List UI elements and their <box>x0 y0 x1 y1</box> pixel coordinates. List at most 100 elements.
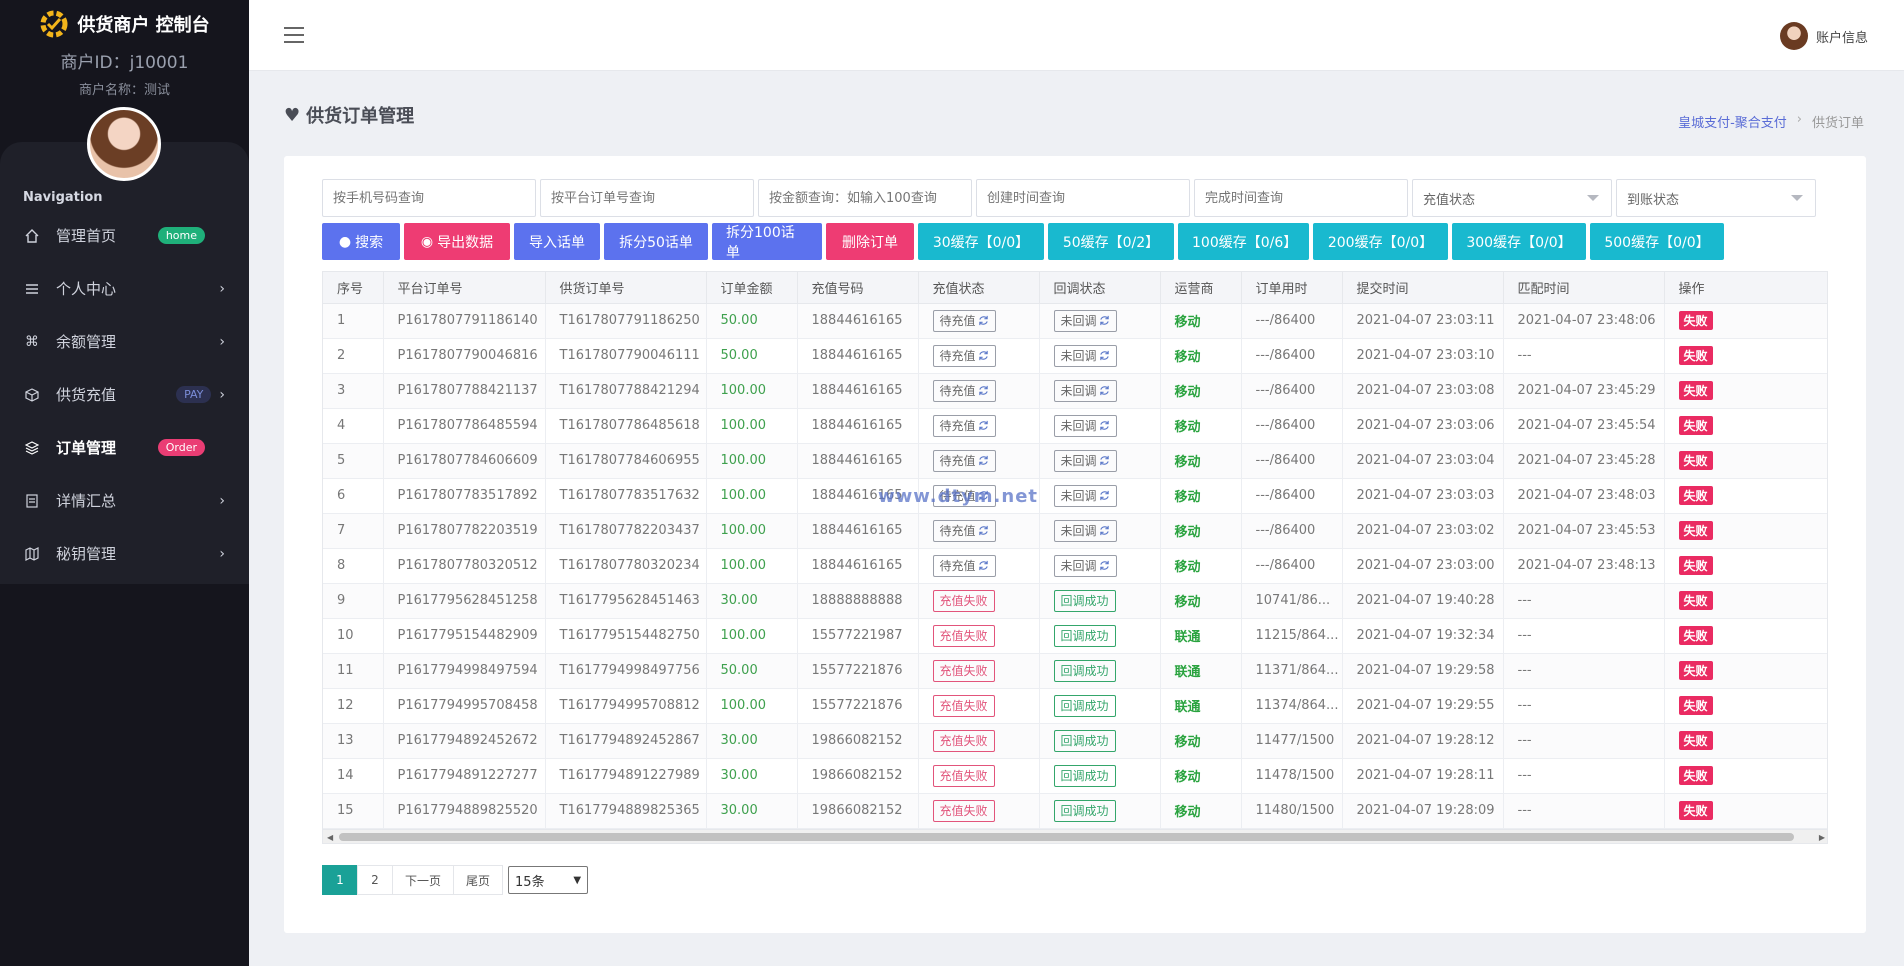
import-button[interactable]: 导入话单 <box>514 223 600 260</box>
recharge-status-select[interactable]: 充值状态 <box>1412 179 1612 217</box>
cell-phone: 18844616165 <box>797 303 919 339</box>
sidebar-item-recharge[interactable]: 供货充值 PAY › <box>0 368 249 421</box>
table-row: 10 P1617795154482909 T1617795154482750 100.… <box>323 618 1827 654</box>
amount-search-input[interactable] <box>758 179 972 217</box>
sidebar-item-orders[interactable]: 订单管理 Order <box>0 421 249 474</box>
scroll-thumb[interactable] <box>339 833 1794 841</box>
table-row: 2 P1617807790046816 T1617807790046111 50.00… <box>323 338 1827 374</box>
cell-supply-order: T1617807791186250 <box>545 303 707 339</box>
cell-recharge-status: 待充值 <box>918 408 1040 444</box>
cell-duration: ---/86400 <box>1241 443 1343 479</box>
delete-order-button[interactable]: 删除订单 <box>826 223 914 260</box>
created-time-input[interactable] <box>976 179 1190 217</box>
cell-action: 失败 <box>1664 793 1827 829</box>
callback-status-badge: 未回调 <box>1053 449 1117 472</box>
cell-platform-order: P1617807783517892 <box>383 478 546 514</box>
breadcrumb-home-link[interactable]: 皇城支付-聚合支付 <box>1678 116 1787 131</box>
document-icon <box>24 493 40 509</box>
scroll-right-icon[interactable]: ▶ <box>1818 833 1825 842</box>
next-page-button[interactable]: 下一页 <box>392 865 455 895</box>
cell-operator: 移动 <box>1160 723 1242 759</box>
fail-button[interactable]: 失败 <box>1678 696 1713 715</box>
fail-button[interactable]: 失败 <box>1678 556 1713 575</box>
search-button[interactable]: ● 搜索 <box>322 223 400 260</box>
phone-search-input[interactable] <box>322 179 536 217</box>
sidebar-item-label: 余额管理 <box>56 333 117 351</box>
cell-supply-order: T1617807788421294 <box>545 373 707 409</box>
sidebar-item-label: 订单管理 <box>56 439 117 457</box>
platform-order-search-input[interactable] <box>540 179 754 217</box>
cell-action: 失败 <box>1664 338 1827 374</box>
cache500-button[interactable]: 500缓存【0/0】 <box>1590 223 1724 260</box>
cell-recharge-status: 充值失败 <box>918 688 1040 724</box>
table-row: 13 P1617794892452672 T1617794892452867 30.0… <box>323 723 1827 759</box>
filter-bar: 充值状态 到账状态 <box>322 179 1816 217</box>
fail-button[interactable]: 失败 <box>1678 521 1713 540</box>
fail-button[interactable]: 失败 <box>1678 591 1713 610</box>
sidebar-item-balance[interactable]: ⌘ 余额管理 › <box>0 315 249 368</box>
finished-time-input[interactable] <box>1194 179 1408 217</box>
fail-button[interactable]: 失败 <box>1678 661 1713 680</box>
export-button[interactable]: ◉ 导出数据 <box>404 223 510 260</box>
fail-button[interactable]: 失败 <box>1678 346 1713 365</box>
sidebar-item-home[interactable]: 管理首页 home <box>0 209 249 262</box>
split50-button[interactable]: 拆分50话单 <box>604 223 708 260</box>
account-menu[interactable]: 账户信息 <box>1779 22 1868 50</box>
fail-button[interactable]: 失败 <box>1678 416 1713 435</box>
cell-phone: 18844616165 <box>797 478 919 514</box>
orders-table: 序号 平台订单号 供货订单号 订单金额 充值号码 充值状态 回调状态 运营商 订单用时 提交时间匹… <box>323 272 1827 829</box>
account-status-select[interactable]: 到账状态 <box>1616 179 1816 217</box>
cell-platform-order: P1617807788421137 <box>383 373 546 409</box>
cache30-button[interactable]: 30缓存【0/0】 <box>918 223 1044 260</box>
recharge-status-badge: 待充值 <box>932 519 996 542</box>
recharge-status-badge: 充值失败 <box>932 694 995 717</box>
scroll-left-icon[interactable]: ◀ <box>327 833 334 842</box>
cell-operator: 联通 <box>1160 618 1242 654</box>
cell-duration: 11374/864... <box>1241 688 1343 724</box>
menu-toggle-icon[interactable] <box>284 27 304 43</box>
cell-amount: 100.00 <box>706 618 798 654</box>
cell-match-time: --- <box>1503 688 1665 724</box>
sidebar-item-keys[interactable]: 秘钥管理 › <box>0 527 249 580</box>
fail-button[interactable]: 失败 <box>1678 311 1713 330</box>
fail-button[interactable]: 失败 <box>1678 486 1713 505</box>
callback-status-badge: 未回调 <box>1053 414 1117 437</box>
brand-title: 供货商户 控制台 <box>77 15 210 36</box>
fail-button[interactable]: 失败 <box>1678 381 1713 400</box>
page-2-button[interactable]: 2 <box>357 865 393 895</box>
cell-operator: 移动 <box>1160 408 1242 444</box>
sidebar-item-summary[interactable]: 详情汇总 › <box>0 474 249 527</box>
fail-button[interactable]: 失败 <box>1678 766 1713 785</box>
callback-status-badge: 未回调 <box>1053 519 1117 542</box>
cache100-button[interactable]: 100缓存【0/6】 <box>1178 223 1309 260</box>
split100-button[interactable]: 拆分100话单 <box>712 223 822 261</box>
page-1-button[interactable]: 1 <box>322 865 358 895</box>
cell-submit-time: 2021-04-07 23:03:04 <box>1342 443 1504 479</box>
horizontal-scrollbar[interactable]: ◀ ▶ <box>323 829 1827 843</box>
recharge-status-badge: 充值失败 <box>932 799 995 822</box>
fail-button[interactable]: 失败 <box>1678 801 1713 820</box>
cell-amount: 100.00 <box>706 688 798 724</box>
cell-recharge-status: 充值失败 <box>918 723 1040 759</box>
fail-button[interactable]: 失败 <box>1678 731 1713 750</box>
refresh-icon <box>978 525 988 535</box>
sidebar-item-profile[interactable]: 个人中心 › <box>0 262 249 315</box>
recharge-status-badge: 待充值 <box>932 484 996 507</box>
cell-operator: 移动 <box>1160 478 1242 514</box>
cache200-button[interactable]: 200缓存【0/0】 <box>1313 223 1448 260</box>
fail-button[interactable]: 失败 <box>1678 451 1713 470</box>
command-icon: ⌘ <box>25 333 39 350</box>
avatar[interactable] <box>87 107 161 181</box>
sidebar-item-label: 秘钥管理 <box>56 545 117 563</box>
cache300-button[interactable]: 300缓存【0/0】 <box>1452 223 1586 260</box>
box-icon <box>24 387 40 403</box>
page-size-select[interactable]: 15条 ▼ <box>508 866 589 894</box>
account-status-value: 到账状态 <box>1627 192 1680 208</box>
chevron-right-icon: › <box>219 333 225 350</box>
cell-phone: 15577221876 <box>797 688 919 724</box>
chevron-right-icon: › <box>219 386 225 403</box>
fail-button[interactable]: 失败 <box>1678 626 1713 645</box>
sidebar-item-label: 个人中心 <box>56 280 117 298</box>
last-page-button[interactable]: 尾页 <box>453 865 504 895</box>
cache50-button[interactable]: 50缓存【0/2】 <box>1048 223 1174 260</box>
